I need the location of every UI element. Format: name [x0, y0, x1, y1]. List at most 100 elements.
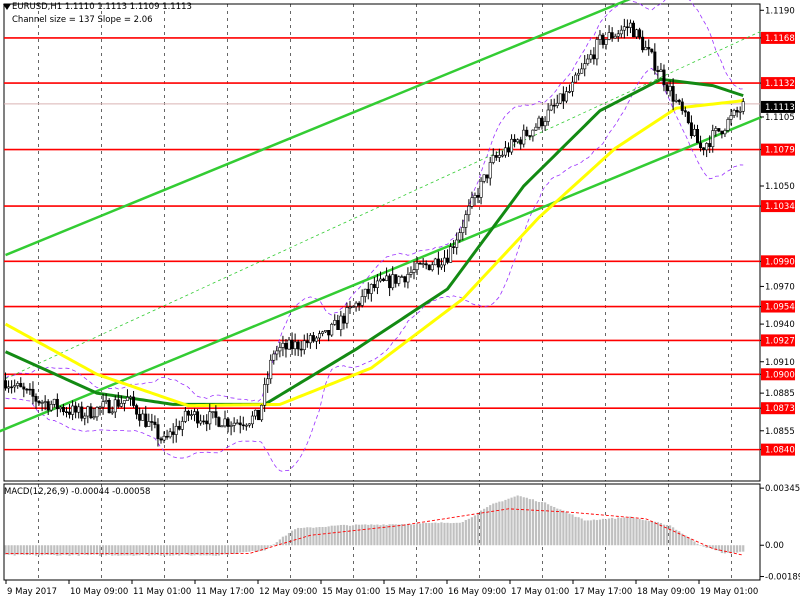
macd-bar: [165, 545, 169, 556]
macd-bar: [598, 519, 602, 546]
macd-bar: [492, 503, 495, 546]
candle-body: [113, 399, 117, 413]
macd-bar: [559, 509, 562, 546]
candle-body: [314, 337, 318, 342]
candle-body: [336, 320, 340, 330]
candle-body: [211, 411, 215, 413]
macd-bar: [711, 545, 714, 550]
macd-bar: [419, 523, 422, 546]
price-level-badge: [761, 443, 795, 456]
macd-bar: [428, 523, 431, 546]
macd-bar: [647, 521, 650, 546]
macd-bar: [4, 545, 7, 555]
candle-body: [546, 109, 550, 122]
macd-bar: [263, 545, 266, 551]
macd-tick-label: -0.00189: [765, 573, 800, 583]
macd-bar: [370, 524, 373, 546]
candle-body: [391, 274, 395, 289]
macd-bar: [129, 545, 132, 556]
macd-bar: [47, 545, 50, 555]
price-label: 1.1105: [765, 113, 795, 123]
candle-body: [692, 128, 696, 137]
candle-body: [83, 415, 87, 419]
time-label: 17 May 01:00: [511, 587, 569, 597]
macd-bar: [501, 501, 504, 546]
candle-body: [77, 406, 81, 413]
candle-body: [208, 411, 212, 425]
candle-body: [202, 420, 206, 423]
macd-bar: [461, 521, 464, 546]
candle-body: [406, 274, 410, 283]
channel-lower-line: [0, 115, 763, 433]
candle-body: [13, 385, 17, 388]
candle-body: [116, 399, 120, 407]
price-label: 1.0970: [765, 282, 795, 292]
macd-bar: [376, 524, 379, 546]
candle-body: [156, 424, 160, 440]
macd-bar: [696, 543, 699, 546]
candle-body: [275, 350, 279, 355]
macd-bar: [187, 545, 190, 556]
candle-body: [186, 410, 190, 416]
candle-body: [28, 388, 32, 391]
candle-body: [720, 130, 724, 135]
candle-body: [705, 143, 709, 151]
macd-bar: [153, 545, 156, 556]
macd-signal-line: [5, 508, 744, 556]
macd-bar: [71, 545, 74, 556]
candle-body: [604, 39, 608, 45]
macd-bar: [309, 527, 312, 546]
price-label: 1.0940: [765, 320, 795, 330]
candle-body: [668, 86, 672, 92]
candle-body: [644, 47, 648, 51]
price-panel: [3, 3, 761, 482]
candle-body: [641, 36, 645, 51]
price-label: 1.0990: [765, 257, 795, 267]
candle-body: [217, 417, 221, 427]
macd-bar: [53, 545, 56, 556]
macd-bar: [668, 525, 672, 546]
candle-body: [595, 39, 599, 60]
candle-body: [345, 307, 349, 324]
macd-bar: [251, 545, 254, 551]
candle-body: [49, 403, 53, 411]
macd-bar: [412, 524, 416, 546]
candle-body: [89, 406, 93, 419]
symbol-header: EURUSD,H1 1.1110 1.1113 1.1109 1.1113: [12, 2, 192, 12]
candle-body: [446, 257, 450, 263]
candle-body: [485, 174, 489, 179]
candle-body: [4, 380, 8, 389]
candle-body: [467, 206, 471, 216]
candle-body: [290, 339, 294, 350]
price-label: 1.0927: [765, 336, 795, 346]
macd-bar: [540, 501, 544, 546]
candle-body: [263, 384, 267, 406]
candle-body: [16, 383, 20, 386]
macd-bar: [233, 545, 236, 555]
candle-body: [403, 276, 407, 283]
candle-body: [677, 99, 681, 103]
candle-body: [409, 272, 413, 275]
candle-body: [189, 414, 193, 416]
macd-bar: [626, 517, 629, 546]
macd-bar: [236, 545, 239, 554]
dropdown-triangle-icon[interactable]: [3, 4, 11, 10]
macd-bar: [208, 545, 211, 556]
candle-body: [330, 323, 334, 336]
candle-body: [324, 330, 328, 333]
macd-bar: [50, 545, 53, 555]
candle-body: [272, 353, 276, 361]
macd-bar: [717, 545, 720, 552]
macd-bar: [531, 499, 534, 546]
candle-body: [92, 416, 96, 419]
candle-body: [680, 101, 684, 111]
price-label: 1.1190: [765, 6, 795, 16]
candle-body: [427, 264, 431, 271]
candle-body: [34, 396, 38, 402]
bollinger-lower: [5, 67, 744, 472]
candle-body: [37, 401, 41, 404]
candle-body: [635, 29, 639, 38]
candle-body: [732, 110, 736, 116]
macd-bar: [397, 524, 400, 546]
candle-body: [19, 383, 23, 388]
